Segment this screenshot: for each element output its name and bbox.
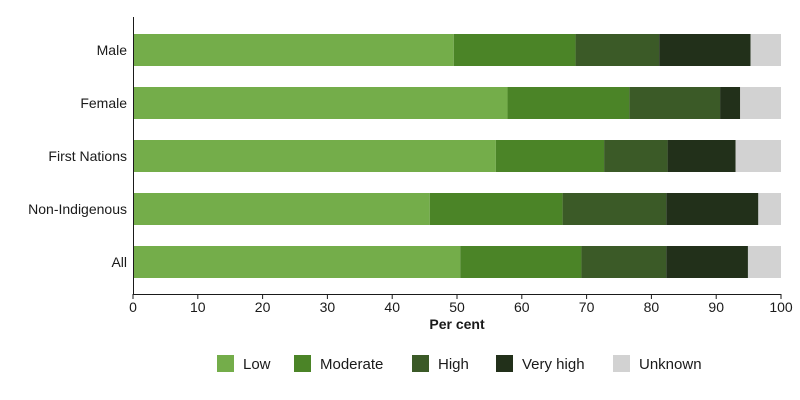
bar-first-nations-unknown <box>735 140 781 172</box>
bar-all-low <box>133 246 461 278</box>
x-axis-title: Per cent <box>429 316 485 332</box>
legend-swatch-moderate <box>294 355 311 372</box>
bar-female-low <box>133 87 508 119</box>
legend-label-unknown: Unknown <box>639 356 702 373</box>
bar-male-unknown <box>750 34 781 66</box>
y-tick-label: All <box>111 254 127 270</box>
x-tick-label: 100 <box>769 299 793 315</box>
y-tick-label: Non-Indigenous <box>28 201 127 217</box>
x-tick-label: 90 <box>708 299 724 315</box>
bar-non-indigenous-low <box>133 193 430 225</box>
x-tick-label: 0 <box>129 299 137 315</box>
bar-non-indigenous-unknown <box>758 193 781 225</box>
bar-female-unknown <box>740 87 781 119</box>
x-tick-label: 60 <box>514 299 530 315</box>
bar-all-moderate <box>460 246 582 278</box>
x-tick-label: 70 <box>579 299 595 315</box>
bar-male-very-high <box>659 34 751 66</box>
legend-label-moderate: Moderate <box>320 356 383 373</box>
bar-female-high <box>629 87 721 119</box>
legend-swatch-very-high <box>496 355 513 372</box>
bar-all-unknown <box>747 246 781 278</box>
x-ticks-group: 0 10 20 30 40 50 60 70 80 90 100 <box>129 294 793 315</box>
bar-all-high <box>581 246 667 278</box>
bar-male-moderate <box>453 34 576 66</box>
bar-female-moderate <box>507 87 630 119</box>
y-labels-group: Male Female First Nations Non-Indigenous All <box>28 42 127 270</box>
bar-all-very-high <box>666 246 748 278</box>
legend-label-high: High <box>438 356 469 373</box>
bar-male-low <box>133 34 454 66</box>
bar-non-indigenous-very-high <box>666 193 759 225</box>
x-tick-label: 40 <box>384 299 400 315</box>
bar-first-nations-very-high <box>667 140 736 172</box>
legend-label-very-high: Very high <box>522 356 585 373</box>
bar-first-nations-moderate <box>495 140 605 172</box>
bar-female-very-high <box>720 87 741 119</box>
bar-first-nations-high <box>604 140 668 172</box>
x-tick-label: 20 <box>255 299 271 315</box>
x-tick-label: 30 <box>320 299 336 315</box>
x-tick-label: 50 <box>449 299 465 315</box>
bar-male-high <box>575 34 660 66</box>
bar-non-indigenous-high <box>562 193 667 225</box>
y-tick-label: First Nations <box>48 148 127 164</box>
y-tick-label: Male <box>97 42 128 58</box>
legend-label-low: Low <box>243 356 271 373</box>
bar-non-indigenous-moderate <box>429 193 563 225</box>
legend-swatch-high <box>412 355 429 372</box>
legend-swatch-low <box>217 355 234 372</box>
x-tick-label: 10 <box>190 299 206 315</box>
bar-first-nations-low <box>133 140 496 172</box>
legend: Low Moderate High Very high Unknown <box>217 355 702 373</box>
x-tick-label: 80 <box>644 299 660 315</box>
bars-group <box>133 34 781 278</box>
legend-swatch-unknown <box>613 355 630 372</box>
y-tick-label: Female <box>80 95 127 111</box>
